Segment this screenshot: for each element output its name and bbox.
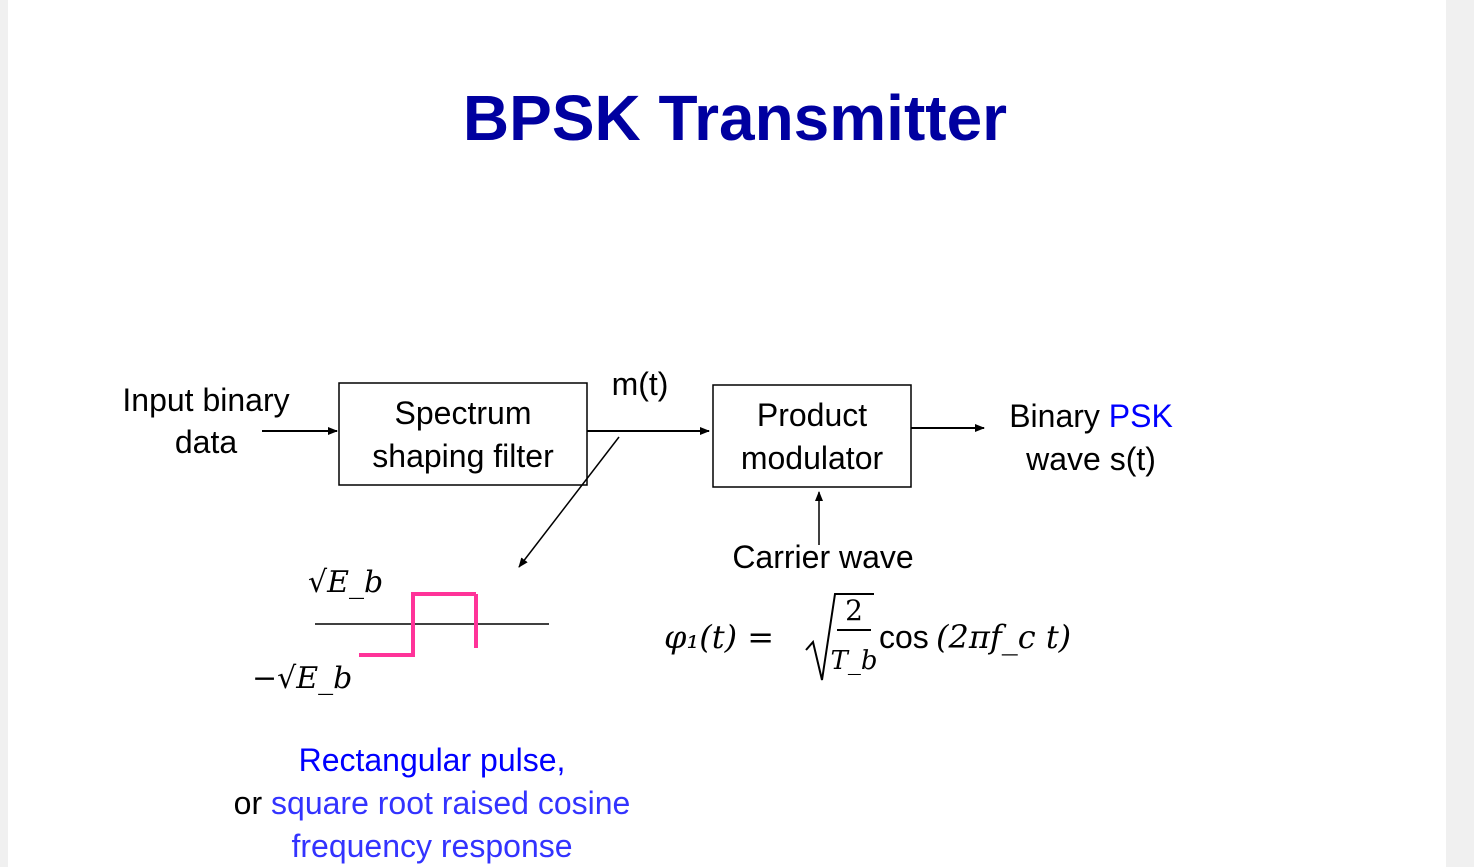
sqrt-radical-icon — [805, 593, 874, 681]
carrier-equation: φ₁(t) = 2 T_b cos (2πf_c t) — [664, 593, 1071, 681]
output-label-line1: Binary PSK — [1009, 398, 1173, 434]
output-label-psk: PSK — [1109, 398, 1173, 434]
filter-block-box — [338, 382, 588, 486]
pulse-note-line1: Rectangular pulse, — [299, 742, 566, 778]
output-label-line2: wave s(t) — [1025, 441, 1156, 477]
input-label-line2: data — [175, 424, 237, 460]
carrier-equation-denominator: T_b — [831, 646, 878, 676]
pulse-level-negative: −√E_b — [252, 661, 352, 696]
carrier-equation-argument: (2πf_c t) — [936, 618, 1071, 656]
slide — [8, 0, 1446, 867]
filter-block-line2: shaping filter — [372, 438, 554, 474]
modulator-block-line2: modulator — [741, 440, 884, 476]
pulse-waveform — [359, 592, 476, 657]
modulator-block-line1: Product — [757, 397, 867, 433]
pulse-note-highlight: square root raised cosine — [271, 785, 630, 821]
modulator-block-box — [712, 384, 912, 488]
output-label-prefix: Binary — [1009, 398, 1109, 434]
pulse-level-positive: √E_b — [308, 565, 383, 600]
filter-output-label: m(t) — [612, 366, 669, 402]
input-label-line1: Input binary — [122, 382, 289, 418]
carrier-equation-numerator: 2 — [845, 594, 863, 627]
carrier-label: Carrier wave — [732, 539, 913, 575]
pulse-pointer-arrow — [518, 436, 620, 568]
pulse-plot: √E_b −√E_b — [252, 565, 549, 696]
pulse-note-line3: frequency response — [291, 828, 572, 864]
filter-block-line1: Spectrum — [395, 395, 532, 431]
carrier-equation-function: cos — [879, 619, 929, 655]
slide-title: BPSK Transmitter — [463, 82, 1007, 154]
carrier-equation-lhs: φ₁(t) = — [664, 618, 774, 656]
pulse-note-line2: or square root raised cosine — [234, 785, 631, 821]
pulse-note-prefix: or — [234, 785, 271, 821]
